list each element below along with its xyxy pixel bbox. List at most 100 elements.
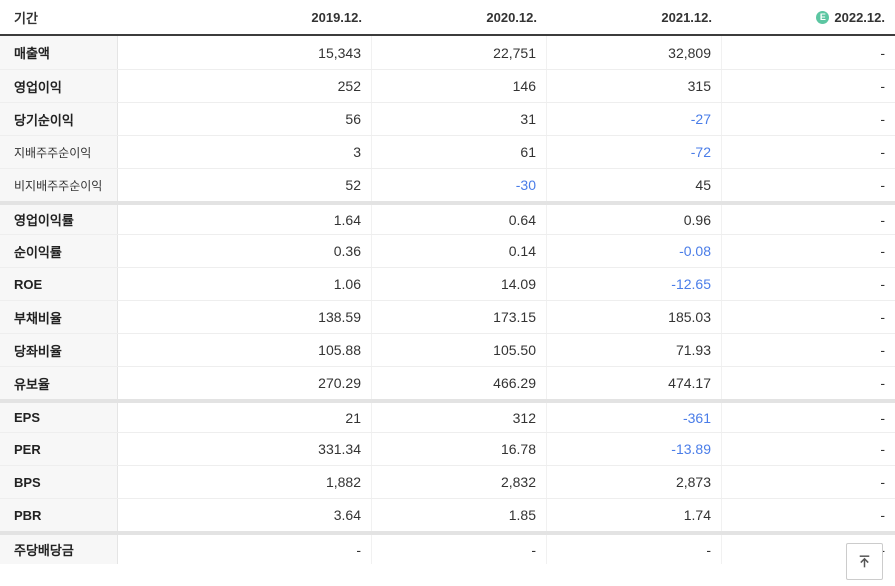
value-cell: 270.29 (118, 367, 372, 399)
row-label: 영업이익률 (0, 205, 118, 234)
value-cell: - (880, 177, 885, 193)
value-cell: 61 (372, 136, 547, 168)
value-cell: 14.09 (372, 268, 547, 300)
period-header: 기간 (14, 10, 38, 26)
value-cell: - (880, 44, 885, 61)
value-cell: - (118, 535, 372, 564)
row-label: 순이익률 (0, 235, 118, 267)
table-row: 영업이익 252 146 315 - (0, 69, 895, 102)
value-cell: 71.93 (547, 334, 722, 366)
value-cell: 312 (372, 403, 547, 432)
value-cell: - (880, 309, 885, 325)
row-label: BPS (0, 466, 118, 498)
value-cell: 0.14 (372, 235, 547, 267)
value-cell: - (880, 474, 885, 490)
value-cell: - (880, 111, 885, 127)
row-label: 유보율 (0, 367, 118, 399)
row-label: 부채비율 (0, 301, 118, 333)
value-cell: 146 (372, 70, 547, 102)
value-cell: - (880, 507, 885, 523)
table-row: 비지배주주순이익 52 -30 45 - (0, 168, 895, 201)
table-row: PBR 3.64 1.85 1.74 - (0, 498, 895, 531)
value-cell: 1,882 (118, 466, 372, 498)
value-cell: - (547, 535, 722, 564)
estimate-e-badge-icon: E (816, 10, 830, 24)
value-cell: 16.78 (372, 433, 547, 465)
value-cell: 0.36 (118, 235, 372, 267)
value-cell: 22,751 (372, 36, 547, 69)
table-row: BPS 1,882 2,832 2,873 - (0, 465, 895, 498)
row-label: PBR (0, 499, 118, 531)
value-cell: - (880, 243, 885, 259)
column-header-label: 2020.12. (486, 9, 537, 25)
value-cell: 138.59 (118, 301, 372, 333)
row-label: 영업이익 (0, 70, 118, 102)
row-label: PER (0, 433, 118, 465)
value-cell: 185.03 (547, 301, 722, 333)
value-cell: 56 (118, 103, 372, 135)
value-cell: - (880, 441, 885, 457)
column-header-2021: 2021.12. (547, 0, 722, 34)
table-row: 당좌비율 105.88 105.50 71.93 - (0, 333, 895, 366)
value-cell: - (880, 144, 885, 160)
table-body: 매출액 15,343 22,751 32,809 - 영업이익 252 146 … (0, 36, 895, 564)
table-row: 유보율 270.29 466.29 474.17 - (0, 366, 895, 399)
arrow-up-to-bar-icon (859, 555, 870, 568)
value-cell: 0.64 (372, 205, 547, 234)
row-label: EPS (0, 403, 118, 432)
value-cell: - (880, 78, 885, 94)
value-cell: -0.08 (547, 235, 722, 267)
row-label: 매출액 (0, 36, 118, 69)
row-label: ROE (0, 268, 118, 300)
value-cell: -30 (372, 169, 547, 201)
value-cell: -72 (547, 136, 722, 168)
value-cell: 173.15 (372, 301, 547, 333)
column-header-label: 2019.12. (311, 9, 362, 25)
column-header-label: 2022.12. (834, 9, 885, 25)
value-cell: 45 (547, 169, 722, 201)
value-cell: - (880, 276, 885, 292)
value-cell: -27 (547, 103, 722, 135)
value-cell: 105.88 (118, 334, 372, 366)
table-row: 주당배당금 - - - - (0, 531, 895, 564)
column-header-2022-estimate: E 2022.12. (722, 0, 895, 34)
value-cell: 252 (118, 70, 372, 102)
value-cell: 105.50 (372, 334, 547, 366)
table-row: PER 331.34 16.78 -13.89 - (0, 432, 895, 465)
row-label: 지배주주순이익 (0, 136, 118, 168)
row-label: 비지배주주순이익 (0, 169, 118, 201)
column-header-label: 2021.12. (661, 9, 712, 25)
value-cell: - (880, 409, 885, 426)
value-cell: 331.34 (118, 433, 372, 465)
value-cell: 21 (118, 403, 372, 432)
column-header-2020: 2020.12. (372, 0, 547, 34)
table-row: 당기순이익 56 31 -27 - (0, 102, 895, 135)
value-cell: 1.74 (547, 499, 722, 531)
value-cell: 15,343 (118, 36, 372, 69)
column-header-2019: 2019.12. (118, 0, 372, 34)
value-cell: - (372, 535, 547, 564)
value-cell: 3.64 (118, 499, 372, 531)
value-cell: 1.06 (118, 268, 372, 300)
value-cell: 31 (372, 103, 547, 135)
value-cell: -13.89 (547, 433, 722, 465)
value-cell: -12.65 (547, 268, 722, 300)
value-cell: 3 (118, 136, 372, 168)
value-cell: 474.17 (547, 367, 722, 399)
value-cell: - (880, 211, 885, 228)
value-cell: 52 (118, 169, 372, 201)
table-header-row: 기간 2019.12. 2020.12. 2021.12. E 2022.12. (0, 0, 895, 36)
value-cell: -361 (547, 403, 722, 432)
table-row: 순이익률 0.36 0.14 -0.08 - (0, 234, 895, 267)
value-cell: 2,873 (547, 466, 722, 498)
value-cell: - (880, 375, 885, 391)
value-cell: 2,832 (372, 466, 547, 498)
value-cell: 0.96 (547, 205, 722, 234)
row-label: 주당배당금 (0, 535, 118, 564)
table-row: ROE 1.06 14.09 -12.65 - (0, 267, 895, 300)
row-label: 당좌비율 (0, 334, 118, 366)
scroll-to-top-button[interactable] (846, 543, 883, 580)
table-row: 부채비율 138.59 173.15 185.03 - (0, 300, 895, 333)
value-cell: 32,809 (547, 36, 722, 69)
